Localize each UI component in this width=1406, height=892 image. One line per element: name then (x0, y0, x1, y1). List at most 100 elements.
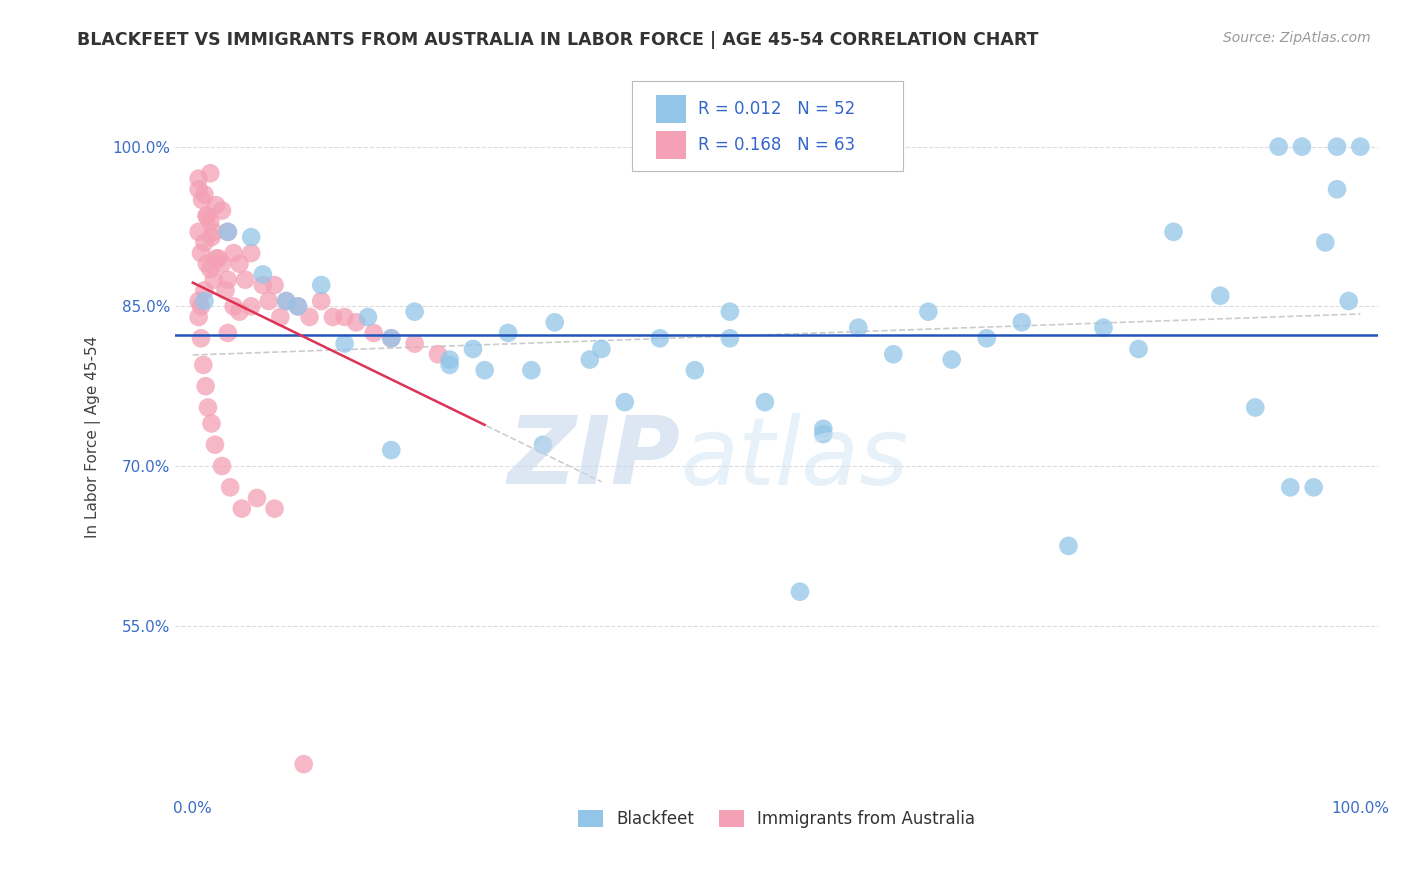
Point (474, 363, 496, 377)
Point (197, 401, 219, 415)
Point (193, 293, 215, 308)
Point (200, 214, 222, 228)
Point (193, 358, 215, 372)
Point (217, 225, 239, 239)
Point (1209, 288, 1232, 302)
Point (231, 501, 253, 516)
Point (252, 268, 274, 282)
Point (211, 203, 233, 218)
Point (263, 501, 285, 516)
Point (1267, 139, 1289, 153)
Point (1337, 293, 1360, 308)
Point (252, 278, 274, 293)
Point (496, 326, 519, 340)
Point (240, 230, 263, 244)
Point (193, 235, 215, 250)
Point (222, 246, 245, 260)
Point (204, 438, 226, 452)
Point (200, 230, 222, 244)
Point (1279, 480, 1302, 494)
Text: R = 0.012   N = 52: R = 0.012 N = 52 (699, 100, 856, 118)
Point (200, 262, 222, 277)
Point (207, 252, 229, 266)
Point (683, 363, 706, 377)
Point (187, 182, 209, 196)
Point (363, 326, 385, 340)
Point (461, 342, 484, 356)
Point (205, 198, 228, 212)
Point (344, 315, 367, 329)
Point (217, 273, 239, 287)
Point (404, 304, 426, 318)
Point (202, 273, 225, 287)
Point (648, 331, 671, 345)
Point (1326, 139, 1348, 153)
Point (257, 293, 280, 308)
Point (195, 257, 218, 271)
Point (200, 417, 222, 431)
Point (333, 310, 356, 324)
Point (578, 352, 600, 367)
Legend: Blackfeet, Immigrants from Australia: Blackfeet, Immigrants from Australia (571, 803, 981, 835)
Point (309, 293, 332, 308)
Point (298, 310, 321, 324)
Point (846, 320, 869, 334)
Point (222, 299, 245, 313)
Point (1163, 225, 1185, 239)
Point (380, 443, 402, 458)
Point (190, 331, 212, 345)
Point (544, 315, 567, 329)
Point (1350, 139, 1372, 153)
Point (276, 293, 298, 308)
Point (531, 438, 554, 452)
Point (217, 326, 239, 340)
Text: ZIP: ZIP (508, 412, 681, 504)
Point (1326, 182, 1348, 196)
Point (882, 347, 904, 361)
Point (205, 252, 228, 266)
Text: atlas: atlas (681, 413, 908, 504)
Point (269, 310, 291, 324)
Point (194, 379, 217, 393)
Point (190, 246, 212, 260)
Point (404, 336, 426, 351)
Point (718, 304, 741, 318)
Bar (657, 95, 686, 123)
Point (754, 395, 776, 409)
Point (217, 225, 239, 239)
Point (613, 395, 636, 409)
Point (427, 347, 450, 361)
Point (333, 336, 356, 351)
Point (917, 304, 939, 318)
Point (263, 278, 285, 293)
Point (287, 299, 309, 313)
Point (187, 310, 209, 324)
Point (1291, 139, 1313, 153)
Point (233, 273, 256, 287)
Point (246, 491, 269, 505)
Point (187, 293, 209, 308)
Point (1128, 342, 1150, 356)
Point (1244, 401, 1267, 415)
Point (292, 757, 315, 772)
Y-axis label: In Labor Force | Age 45-54: In Labor Force | Age 45-54 (86, 335, 101, 538)
Point (187, 171, 209, 186)
Point (240, 299, 263, 313)
Point (211, 257, 233, 271)
Point (200, 166, 222, 180)
FancyBboxPatch shape (633, 81, 903, 171)
Point (228, 257, 250, 271)
Point (187, 225, 209, 239)
Point (195, 209, 218, 223)
Point (941, 352, 963, 367)
Point (380, 331, 402, 345)
Text: R = 0.168   N = 63: R = 0.168 N = 63 (699, 136, 855, 154)
Point (1302, 480, 1324, 494)
Text: Source: ZipAtlas.com: Source: ZipAtlas.com (1223, 31, 1371, 45)
Text: BLACKFEET VS IMMIGRANTS FROM AUSTRALIA IN LABOR FORCE | AGE 45-54 CORRELATION CH: BLACKFEET VS IMMIGRANTS FROM AUSTRALIA I… (77, 31, 1039, 49)
Point (228, 304, 250, 318)
Point (718, 331, 741, 345)
Point (1011, 315, 1033, 329)
Point (439, 358, 461, 372)
Point (357, 310, 380, 324)
